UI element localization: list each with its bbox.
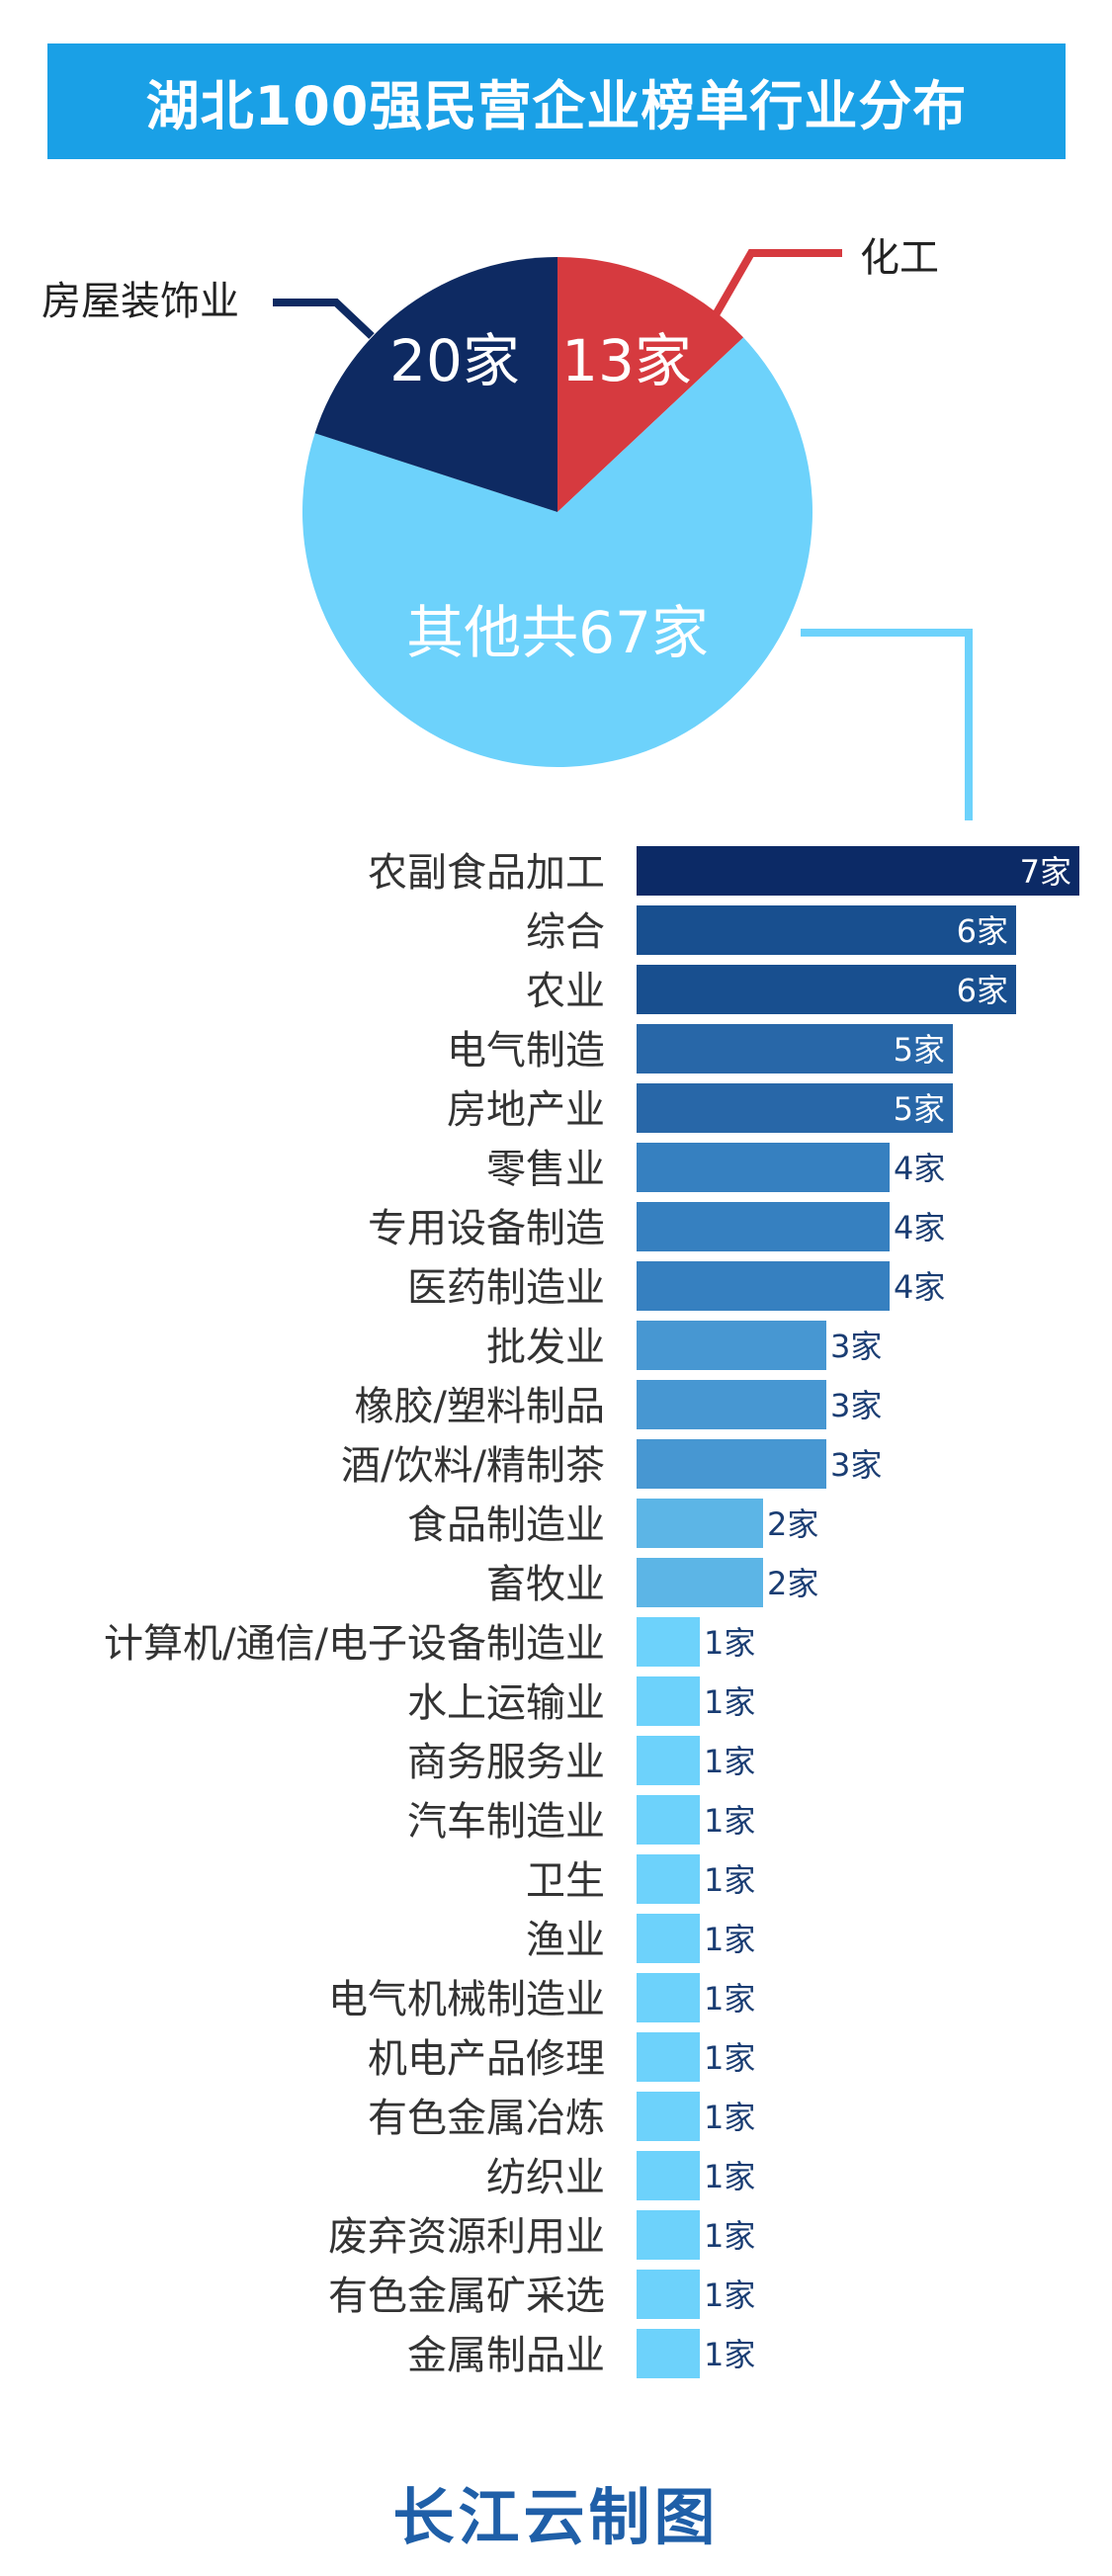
bar-value-label: 3家: [830, 1328, 882, 1365]
pie-slice: [301, 337, 813, 767]
bar-category-label: 纺织业: [486, 2155, 605, 2200]
footer: 长江云制图: [0, 2467, 1112, 2556]
bar-value-label: 6家: [957, 912, 1008, 950]
bar-value-label: 1家: [704, 2158, 755, 2195]
bar-category-label: 有色金属冶炼: [368, 2096, 605, 2141]
chart-title: 湖北100强民营企业榜单行业分布: [145, 75, 968, 137]
pie-slice-label: 其他共67家: [406, 599, 709, 666]
bar-value-label: 1家: [704, 2217, 755, 2255]
bar: [637, 2151, 700, 2200]
bar-category-label: 零售业: [486, 1147, 605, 1192]
bar-value-label: 6家: [957, 972, 1008, 1009]
bar: [637, 1795, 700, 1845]
bar-category-label: 酒/饮料/精制茶: [341, 1443, 605, 1489]
bar-value-label: 1家: [704, 1743, 755, 1780]
pie-category-label: 房屋装饰业: [42, 279, 239, 324]
bar-category-label: 食品制造业: [407, 1503, 605, 1548]
bar-value-label: 5家: [894, 1090, 945, 1128]
callout-line: [273, 299, 375, 339]
bar: [637, 1261, 890, 1311]
bar-value-label: 4家: [894, 1150, 945, 1187]
title-banner: 湖北100强民营企业榜单行业分布: [47, 43, 1066, 159]
bar-category-label: 机电产品修理: [368, 2036, 605, 2082]
bar: [637, 1676, 700, 1726]
bar-category-label: 综合: [526, 909, 605, 955]
bar-value-label: 5家: [894, 1031, 945, 1069]
bar-category-label: 有色金属矿采选: [328, 2274, 605, 2319]
bar: [637, 905, 1016, 955]
bar-category-label: 农副食品加工: [368, 850, 605, 896]
bar: [637, 1973, 700, 2022]
bar-value-label: 1家: [704, 2336, 755, 2373]
bar: [637, 2032, 700, 2082]
callout-line: [710, 249, 842, 320]
bar: [637, 1083, 953, 1133]
bar-value-label: 1家: [704, 1802, 755, 1840]
bar: [637, 846, 1079, 896]
bar-category-label: 医药制造业: [407, 1265, 605, 1311]
bar-value-label: 1家: [704, 1980, 755, 2018]
bar-value-label: 1家: [704, 2039, 755, 2077]
bar-value-label: 2家: [767, 1505, 818, 1543]
bar: [637, 1558, 763, 1607]
pie-slice: [314, 256, 557, 512]
bar: [637, 1143, 890, 1192]
bar-category-label: 电气机械制造业: [328, 1977, 605, 2022]
bar-category-label: 农业: [526, 969, 605, 1014]
bar-category-label: 卫生: [526, 1858, 605, 1904]
bar-value-label: 2家: [767, 1565, 818, 1602]
bar: [637, 2092, 700, 2141]
bar: [637, 2329, 700, 2378]
pie-category-label: 化工: [860, 235, 939, 281]
bar: [637, 1380, 826, 1429]
bar: [637, 2210, 700, 2260]
bar-category-label: 金属制品业: [407, 2333, 605, 2378]
bar: [637, 1024, 953, 1073]
bar-value-label: 4家: [894, 1209, 945, 1246]
bar-category-label: 水上运输业: [407, 1680, 605, 1726]
bar: [637, 1914, 700, 1963]
bar-category-label: 计算机/通信/电子设备制造业: [104, 1621, 605, 1667]
bar-category-label: 汽车制造业: [407, 1799, 605, 1845]
bar-value-label: 1家: [704, 1624, 755, 1662]
connector-line: [801, 629, 973, 820]
bar: [637, 1439, 826, 1489]
bar-category-label: 废弃资源利用业: [328, 2214, 605, 2260]
bar-value-label: 1家: [704, 1861, 755, 1899]
bar: [637, 1499, 763, 1548]
bar-value-label: 3家: [830, 1387, 882, 1424]
bar: [637, 965, 1016, 1014]
pie-slice-label: 20家: [389, 327, 520, 394]
bar: [637, 1854, 700, 1904]
bar-category-label: 批发业: [486, 1325, 605, 1370]
footer-credit: 长江云制图: [392, 2481, 720, 2553]
bar-value-label: 1家: [704, 2099, 755, 2136]
bar: [637, 2270, 700, 2319]
pie-slice: [557, 257, 744, 512]
bar: [637, 1736, 700, 1785]
bar-category-label: 电气制造: [447, 1028, 605, 1073]
bar: [637, 1617, 700, 1667]
bar-category-label: 渔业: [526, 1918, 605, 1963]
bar-category-label: 畜牧业: [486, 1562, 605, 1607]
bar-value-label: 1家: [704, 1921, 755, 1958]
bar-category-label: 专用设备制造: [368, 1206, 605, 1251]
bar-value-label: 4家: [894, 1268, 945, 1306]
bar: [637, 1321, 826, 1370]
bar-value-label: 3家: [830, 1446, 882, 1484]
bar-category-label: 商务服务业: [407, 1740, 605, 1785]
pie-slice-label: 13家: [561, 327, 692, 394]
bar-value-label: 1家: [704, 1683, 755, 1721]
bar: [637, 1202, 890, 1251]
bar-value-label: 1家: [704, 2276, 755, 2314]
bar-category-label: 橡胶/塑料制品: [355, 1384, 605, 1429]
bar-value-label: 7家: [1020, 853, 1071, 891]
bar-category-label: 房地产业: [447, 1087, 605, 1133]
